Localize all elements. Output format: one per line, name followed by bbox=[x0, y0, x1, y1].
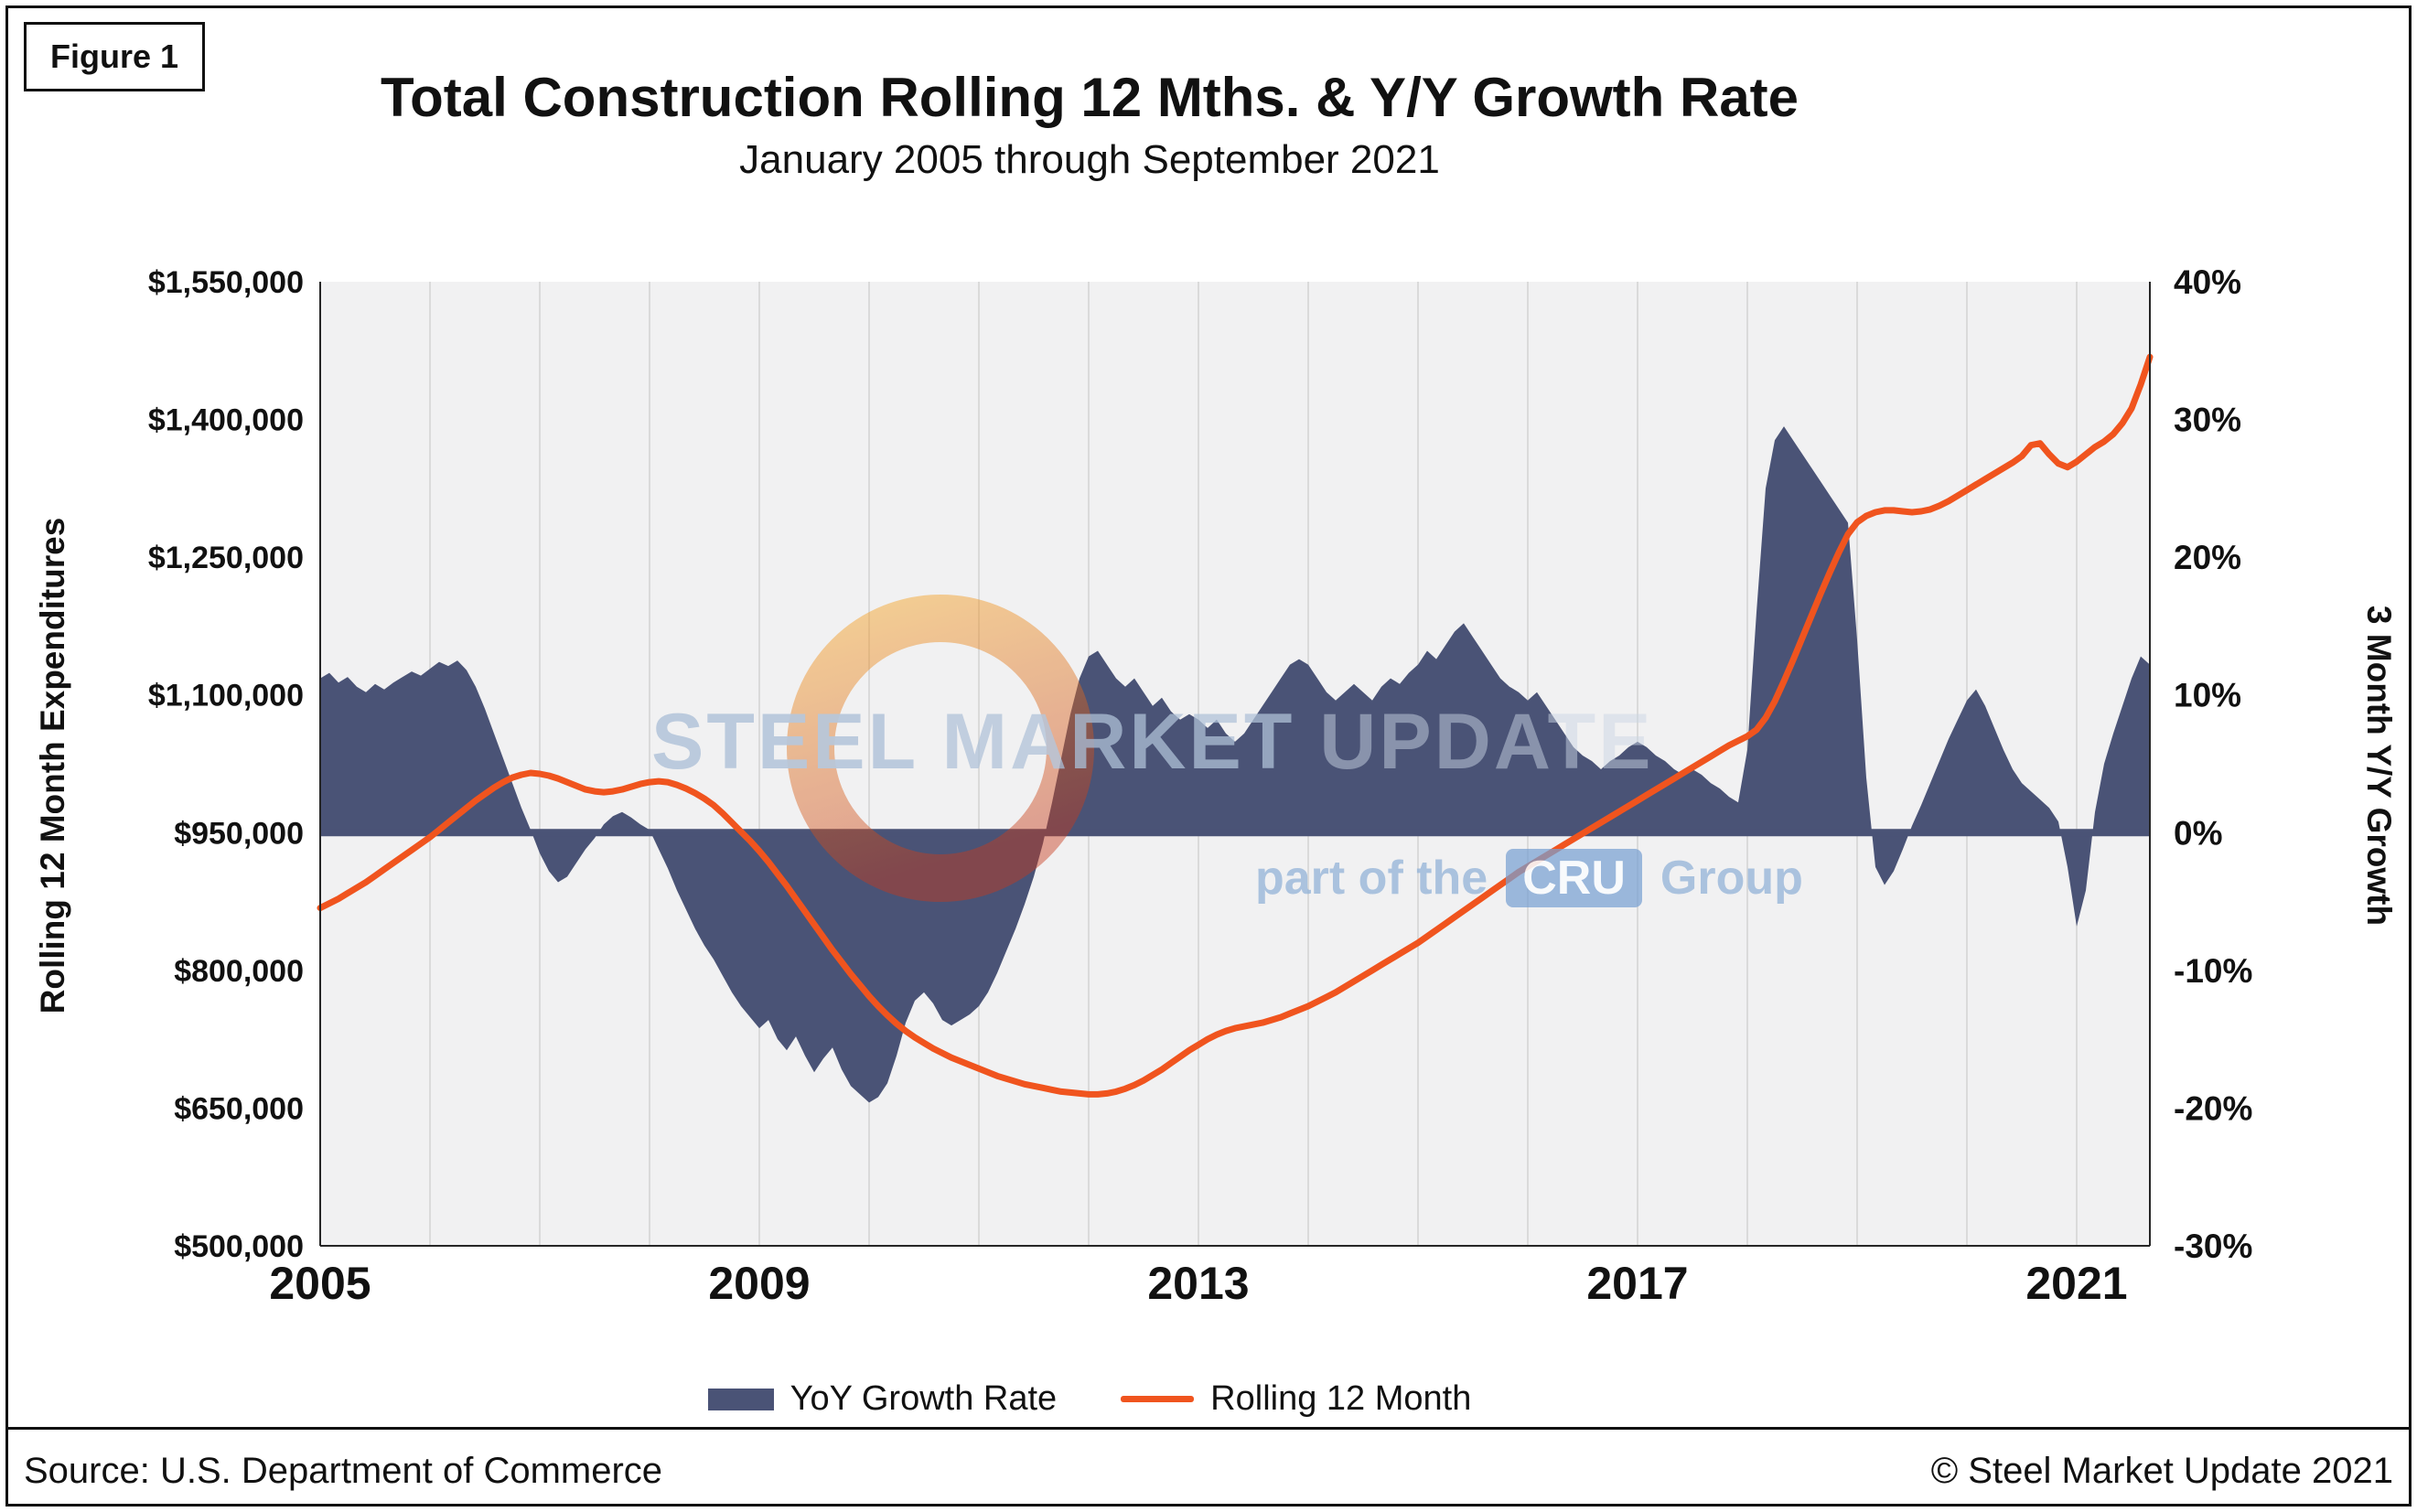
source-note: Source: U.S. Department of Commerce bbox=[24, 1451, 663, 1491]
legend-item-yoy-growth: YoY Growth Rate bbox=[707, 1379, 1058, 1419]
left-axis-tick-label: $500,000 bbox=[174, 1229, 304, 1264]
right-axis-tick-label: 10% bbox=[2174, 677, 2241, 714]
right-axis-tick-label: -20% bbox=[2174, 1089, 2252, 1127]
x-axis-tick-label: 2009 bbox=[708, 1258, 810, 1309]
legend-item-rolling-12: Rolling 12 Month bbox=[1121, 1379, 1471, 1419]
legend-label-rolling: Rolling 12 Month bbox=[1210, 1379, 1472, 1418]
right-axis-tick-label: 30% bbox=[2174, 402, 2241, 439]
rolling-12-swatch-icon bbox=[1121, 1396, 1195, 1402]
copyright-note: © Steel Market Update 2021 bbox=[1930, 1451, 2393, 1491]
left-axis-tick-label: $650,000 bbox=[174, 1091, 304, 1126]
x-axis-tick-label: 2005 bbox=[269, 1258, 371, 1309]
left-axis-tick-label: $800,000 bbox=[174, 954, 304, 989]
footer: Source: U.S. Department of Commerce © St… bbox=[24, 1451, 2393, 1492]
left-axis-tick-label: $1,550,000 bbox=[148, 265, 304, 300]
x-axis-tick-label: 2021 bbox=[2025, 1258, 2127, 1309]
figure-label: Figure 1 bbox=[50, 38, 179, 75]
chart-subtitle: January 2005 through September 2021 bbox=[739, 137, 1440, 182]
figure-label-badge: Figure 1 bbox=[24, 22, 206, 91]
figure-border bbox=[5, 5, 2412, 1507]
x-axis-tick-label: 2013 bbox=[1147, 1258, 1249, 1309]
legend: YoY Growth Rate Rolling 12 Month bbox=[0, 1379, 2179, 1419]
x-axis-tick-label: 2017 bbox=[1586, 1258, 1688, 1309]
footer-divider bbox=[7, 1427, 2410, 1430]
yoy-growth-area bbox=[320, 426, 2150, 1103]
right-axis-tick-label: 20% bbox=[2174, 539, 2241, 576]
chart-title: Total Construction Rolling 12 Mths. & Y/… bbox=[380, 67, 1799, 128]
legend-label-yoy: YoY Growth Rate bbox=[790, 1379, 1058, 1418]
right-axis-tick-label: 0% bbox=[2174, 814, 2222, 852]
right-axis-tick-label: -10% bbox=[2174, 952, 2252, 990]
rolling-12-month-line bbox=[317, 353, 2154, 1098]
yoy-growth-swatch-icon bbox=[707, 1388, 774, 1410]
left-axis-tick-label: $1,400,000 bbox=[148, 403, 304, 438]
right-axis-tick-label: -30% bbox=[2174, 1228, 2252, 1265]
left-axis-tick-label: $1,100,000 bbox=[148, 679, 304, 713]
right-axis-tick-label: 40% bbox=[2174, 263, 2241, 301]
left-axis-tick-label: $1,250,000 bbox=[148, 541, 304, 575]
left-axis-tick-label: $950,000 bbox=[174, 816, 304, 851]
